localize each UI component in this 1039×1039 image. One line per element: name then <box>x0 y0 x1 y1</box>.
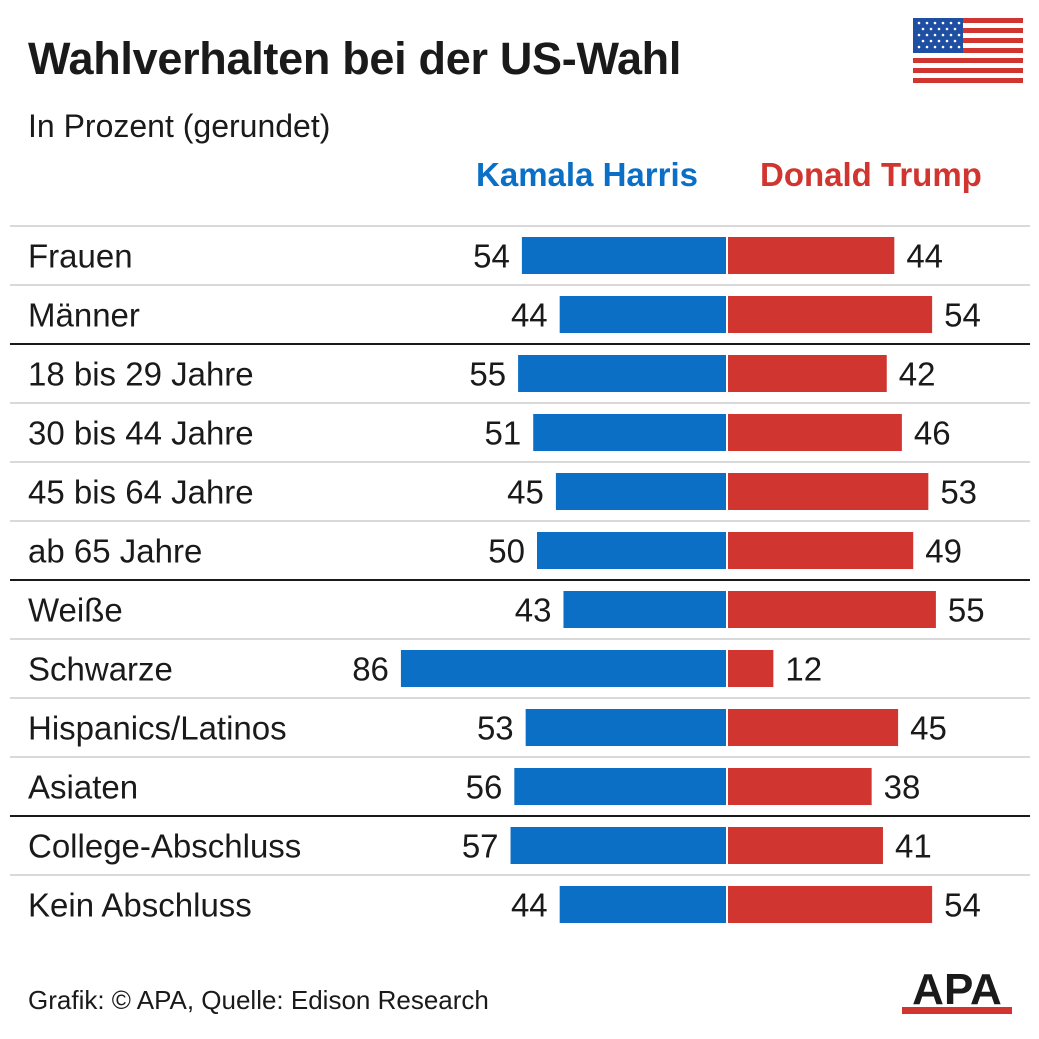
bar-harris <box>533 414 726 451</box>
bar-trump <box>728 886 933 923</box>
value-label-trump: 54 <box>944 887 981 924</box>
category-label: ab 65 Jahre <box>28 533 202 570</box>
value-label-harris: 55 <box>469 356 506 393</box>
value-label-trump: 54 <box>944 297 981 334</box>
bar-harris <box>525 709 726 746</box>
chart-subtitle: In Prozent (gerundet) <box>28 108 331 144</box>
bar-trump <box>728 709 899 746</box>
bar-trump <box>728 591 936 628</box>
bar-harris <box>537 532 726 569</box>
bar-trump <box>728 768 872 805</box>
bar-trump <box>728 473 929 510</box>
value-label-trump: 38 <box>884 769 921 806</box>
bar-trump <box>728 237 895 274</box>
chart-title: Wahlverhalten bei der US-Wahl <box>28 33 682 84</box>
value-label-trump: 45 <box>910 710 947 747</box>
value-label-harris: 86 <box>352 651 389 688</box>
category-label: 18 bis 29 Jahre <box>28 356 254 393</box>
category-label: Hispanics/Latinos <box>28 710 287 747</box>
bar-harris <box>521 237 726 274</box>
bar-trump <box>728 827 883 864</box>
legend-harris: Kamala Harris <box>476 156 698 193</box>
bar-harris <box>400 650 726 687</box>
value-label-harris: 44 <box>511 297 548 334</box>
bar-harris <box>559 886 726 923</box>
bar-trump <box>728 414 902 451</box>
category-label: Schwarze <box>28 651 173 688</box>
value-label-harris: 57 <box>462 828 499 865</box>
bar-harris <box>518 355 726 392</box>
value-label-harris: 53 <box>477 710 514 747</box>
bar-trump <box>728 355 887 392</box>
bar-harris <box>563 591 726 628</box>
category-label: Kein Abschluss <box>28 887 252 924</box>
value-label-trump: 53 <box>940 474 977 511</box>
us-flag-icon <box>913 18 1023 83</box>
value-label-trump: 44 <box>906 238 943 275</box>
value-label-harris: 51 <box>485 415 522 452</box>
value-label-trump: 49 <box>925 533 962 570</box>
value-label-harris: 50 <box>488 533 525 570</box>
bar-harris <box>555 473 726 510</box>
bar-harris <box>510 827 726 864</box>
category-label: Frauen <box>28 238 133 275</box>
category-label: Weiße <box>28 592 123 629</box>
value-label-trump: 12 <box>785 651 822 688</box>
category-label: 45 bis 64 Jahre <box>28 474 254 511</box>
source-credit: Grafik: © APA, Quelle: Edison Research <box>28 985 489 1015</box>
category-label: Asiaten <box>28 769 138 806</box>
bar-harris <box>514 768 726 805</box>
legend-trump: Donald Trump <box>760 156 982 193</box>
apa-logo-text: APA <box>912 968 1002 1014</box>
value-label-trump: 41 <box>895 828 932 865</box>
bar-trump <box>728 532 914 569</box>
bar-harris <box>559 296 726 333</box>
bar-trump <box>728 296 933 333</box>
value-label-trump: 42 <box>899 356 936 393</box>
bar-trump <box>728 650 774 687</box>
value-label-harris: 45 <box>507 474 544 511</box>
category-label: 30 bis 44 Jahre <box>28 415 254 452</box>
category-label: College-Abschluss <box>28 828 301 865</box>
value-label-harris: 44 <box>511 887 548 924</box>
value-label-harris: 43 <box>515 592 552 629</box>
value-label-trump: 46 <box>914 415 951 452</box>
value-label-harris: 54 <box>473 238 510 275</box>
value-label-trump: 55 <box>948 592 985 629</box>
apa-logo: APA <box>902 968 1012 1014</box>
value-label-harris: 56 <box>466 769 503 806</box>
category-label: Männer <box>28 297 140 334</box>
